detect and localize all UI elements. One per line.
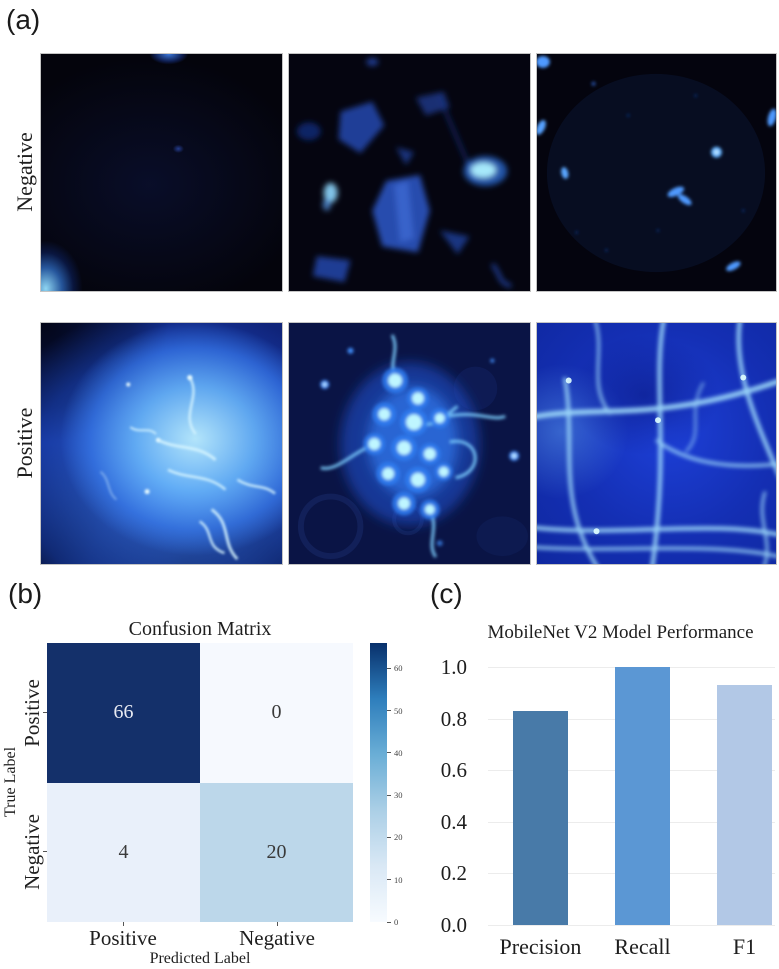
cm-row-label-negative: Negative bbox=[20, 814, 44, 890]
colorbar-tick-label: 40 bbox=[394, 747, 403, 758]
cm-tick bbox=[123, 922, 124, 926]
y-tick-label: 0.6 bbox=[440, 758, 467, 783]
cm-tick bbox=[43, 851, 47, 852]
y-tick-label: 1.0 bbox=[440, 655, 467, 679]
colorbar-tick bbox=[387, 667, 391, 669]
micrograph-negative-2 bbox=[288, 53, 531, 292]
confusion-matrix: 66 0 4 20 bbox=[47, 643, 353, 922]
bar-chart-y-axis: 0.0 0.2 0.4 0.6 0.8 1.0 bbox=[412, 655, 467, 937]
gridline bbox=[488, 925, 775, 926]
colorbar-tick-label: 60 bbox=[394, 663, 403, 674]
bar-recall bbox=[615, 667, 670, 925]
row-label-positive: Positive bbox=[12, 407, 37, 479]
colorbar-tick-label: 20 bbox=[394, 832, 403, 843]
cm-tick bbox=[43, 712, 47, 713]
x-category-label: Recall bbox=[614, 934, 671, 959]
bar-chart: Precision Recall F1 bbox=[488, 667, 775, 959]
y-tick-label: 0.0 bbox=[440, 913, 467, 937]
colorbar-tick-label: 10 bbox=[394, 874, 403, 885]
colorbar-tick bbox=[387, 836, 391, 838]
cm-cell-negative-negative: 20 bbox=[200, 782, 353, 922]
panel-a-label: (a) bbox=[6, 4, 41, 35]
micrograph-negative-3 bbox=[536, 53, 777, 292]
confusion-matrix-title: Confusion Matrix bbox=[128, 618, 272, 640]
cm-col-label-positive: Positive bbox=[89, 926, 157, 950]
y-tick-label: 0.8 bbox=[440, 706, 467, 731]
panel-b-label: (b) bbox=[8, 578, 43, 609]
micrograph-negative-1 bbox=[40, 53, 283, 292]
cm-row-label-positive: Positive bbox=[20, 679, 44, 747]
cm-cell-positive-negative: 0 bbox=[200, 643, 353, 783]
bar-f1 bbox=[717, 685, 772, 925]
cm-col-label-negative: Negative bbox=[239, 926, 315, 950]
colorbar-ticks: 0 10 20 30 40 50 60 bbox=[387, 643, 421, 927]
colorbar-tick-label: 0 bbox=[394, 917, 399, 927]
micrograph-negative-2-art bbox=[289, 54, 530, 291]
y-tick-label: 0.4 bbox=[440, 809, 467, 834]
micrograph-negative-3-art bbox=[537, 54, 776, 291]
cm-cell-positive-positive: 66 bbox=[47, 643, 200, 783]
colorbar-tick bbox=[387, 752, 391, 754]
panel-c-label: (c) bbox=[430, 578, 463, 609]
micrograph-positive-1 bbox=[40, 322, 283, 565]
colorbar-tick bbox=[387, 879, 391, 881]
colorbar-tick-label: 50 bbox=[394, 705, 403, 716]
colorbar-tick bbox=[387, 710, 391, 712]
bar-chart-title: MobileNet V2 Model Performance bbox=[487, 622, 754, 643]
micrograph-positive-2 bbox=[288, 322, 531, 565]
x-category-label: Precision bbox=[499, 934, 582, 959]
colorbar bbox=[370, 643, 387, 922]
micrograph-positive-1-art bbox=[99, 375, 276, 561]
x-category-label: F1 bbox=[732, 934, 757, 959]
cm-cell-negative-positive: 4 bbox=[47, 782, 200, 922]
bar-precision bbox=[513, 710, 568, 925]
cm-x-axis-title: Predicted Label bbox=[149, 950, 251, 967]
colorbar-tick bbox=[387, 921, 391, 923]
cm-y-axis-title: True Label bbox=[2, 746, 19, 818]
y-tick-label: 0.2 bbox=[440, 861, 467, 886]
micrograph-positive-2-art bbox=[289, 323, 530, 564]
cm-tick bbox=[277, 922, 278, 926]
row-label-negative: Negative bbox=[12, 132, 37, 212]
micrograph-positive-3-art bbox=[537, 323, 776, 564]
micrograph-positive-3 bbox=[536, 322, 777, 565]
colorbar-tick bbox=[387, 794, 391, 796]
colorbar-tick-label: 30 bbox=[394, 790, 403, 801]
